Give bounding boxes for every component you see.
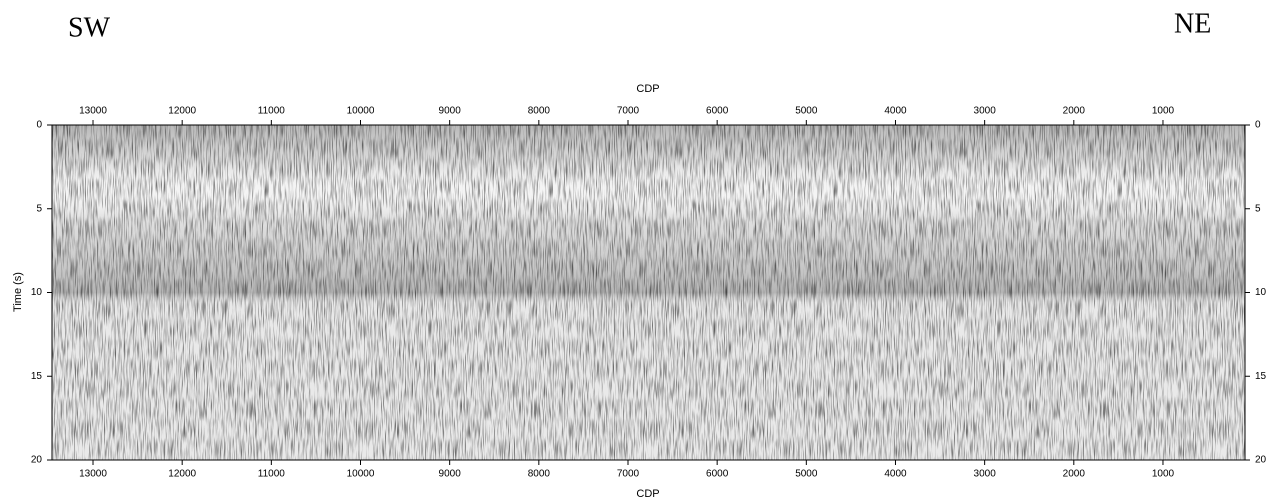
y-axis-title: Time (s) (12, 272, 24, 312)
x-tick-label-top: 13000 (79, 106, 107, 117)
x-tick-label-top: 9000 (439, 106, 462, 117)
y-tick-label: 5 (36, 203, 42, 214)
x-tick-label-top: 6000 (706, 106, 729, 117)
y-tick-label-right: 15 (1255, 371, 1267, 382)
x-tick-label-top: 1000 (1152, 106, 1175, 117)
y-tick-label-right: 20 (1255, 455, 1267, 466)
x-axis-title-top: CDP (636, 83, 659, 95)
x-tick-label: 7000 (617, 469, 640, 480)
x-tick-label-top: 2000 (1063, 106, 1086, 117)
x-tick-label: 9000 (439, 469, 462, 480)
right-label: NE (1174, 8, 1211, 39)
x-tick-label: 3000 (974, 469, 997, 480)
x-tick-label: 6000 (706, 469, 729, 480)
y-tick-label-right: 0 (1255, 120, 1261, 131)
seismic-image (52, 125, 1245, 460)
left-label: SW (68, 12, 111, 43)
x-tick-label: 2000 (1063, 469, 1086, 480)
x-tick-label: 8000 (528, 469, 551, 480)
x-tick-label: 5000 (795, 469, 818, 480)
x-tick-label: 1000 (1152, 469, 1175, 480)
y-tick-label-right: 10 (1255, 287, 1267, 298)
x-tick-label-top: 10000 (347, 106, 375, 117)
x-tick-label-top: 7000 (617, 106, 640, 117)
x-axis-title: CDP (636, 488, 659, 500)
y-tick-label: 0 (36, 120, 42, 131)
x-tick-label: 11000 (258, 469, 286, 480)
y-tick-label-right: 5 (1255, 203, 1261, 214)
y-tick-label: 20 (31, 455, 43, 466)
x-tick-label: 12000 (168, 469, 196, 480)
x-tick-label-top: 4000 (884, 106, 907, 117)
x-tick-label: 10000 (347, 469, 375, 480)
x-tick-label: 4000 (884, 469, 907, 480)
x-tick-label-top: 8000 (528, 106, 551, 117)
x-tick-label-top: 5000 (795, 106, 818, 117)
y-tick-label: 15 (31, 371, 43, 382)
x-tick-label-top: 3000 (974, 106, 997, 117)
x-tick-label: 13000 (79, 469, 107, 480)
x-tick-label-top: 11000 (258, 106, 286, 117)
y-tick-label: 10 (31, 287, 43, 298)
x-tick-label-top: 12000 (168, 106, 196, 117)
